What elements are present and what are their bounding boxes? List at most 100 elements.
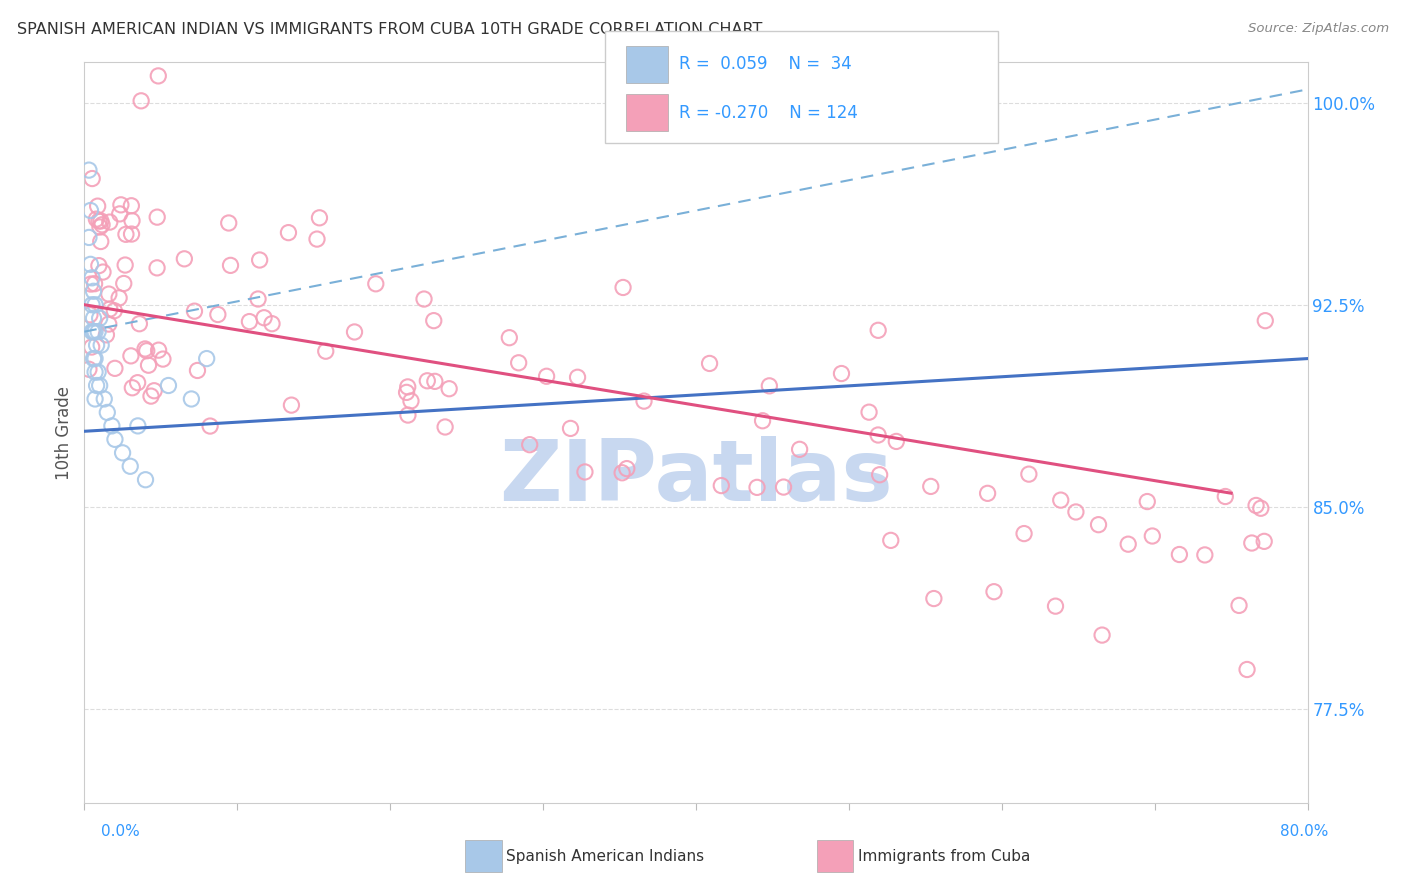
Point [1018,467,1040,482]
Point [399,394,422,409]
Point [84,298,107,312]
Point [120,349,142,363]
Text: R =  0.059    N =  34: R = 0.059 N = 34 [679,55,852,73]
Point [710,478,733,492]
Point [77,163,100,178]
Point [80,270,103,285]
Point [218,216,240,230]
Point [1012,526,1035,541]
Point [84,351,107,366]
Point [308,211,330,225]
Point [247,292,270,306]
Point [1087,517,1109,532]
Text: SPANISH AMERICAN INDIAN VS IMMIGRANTS FROM CUBA 10TH GRADE CORRELATION CHART: SPANISH AMERICAN INDIAN VS IMMIGRANTS FR… [17,22,762,37]
Point [745,480,768,494]
Point [146,210,169,224]
Point [612,280,634,294]
Point [148,69,170,83]
Point [90,235,112,249]
Point [1236,663,1258,677]
Point [789,442,811,457]
Point [260,317,283,331]
Point [610,466,633,480]
Point [87,365,110,379]
Point [80,325,103,339]
Point [315,344,337,359]
Point [868,323,890,337]
Point [138,358,160,372]
Point [396,380,419,394]
Point [139,389,162,403]
Point [83,351,105,366]
Point [135,343,157,358]
Point [858,405,880,419]
Point [751,414,773,428]
Point [396,408,419,422]
Point [108,291,131,305]
Point [93,392,115,406]
Point [434,420,457,434]
Point [1254,313,1277,327]
Point [79,257,101,271]
Point [96,405,118,419]
Point [567,370,589,384]
Point [207,308,229,322]
Point [772,480,794,494]
Point [157,378,180,392]
Point [97,287,120,301]
Point [364,277,387,291]
Point [868,428,890,442]
Point [115,227,138,242]
Point [98,302,121,317]
Point [121,381,143,395]
Point [83,311,105,326]
Point [758,379,780,393]
Point [148,343,170,358]
Point [146,260,169,275]
Point [110,198,132,212]
Point [280,398,302,412]
Point [121,213,143,227]
Point [1240,536,1263,550]
Point [82,171,104,186]
Point [1194,548,1216,562]
Point [83,325,105,339]
Point [84,365,107,379]
Point [173,252,195,266]
Point [91,265,114,279]
Point [86,378,108,392]
Point [574,465,596,479]
Point [135,473,157,487]
Point [219,258,242,272]
Point [536,369,558,384]
Point [120,199,142,213]
Point [1136,494,1159,508]
Point [90,338,112,352]
Point [84,392,107,406]
Point [1244,499,1267,513]
Point [1213,490,1236,504]
Point [616,461,638,475]
Point [498,331,520,345]
Text: R = -0.270    N = 124: R = -0.270 N = 124 [679,103,858,121]
Point [880,533,903,548]
Point [699,356,721,370]
Point [80,298,103,312]
Point [86,212,108,227]
Point [195,351,218,366]
Point [127,418,149,433]
Point [413,292,436,306]
Point [90,214,112,228]
Point [869,467,891,482]
Point [103,303,125,318]
Point [152,352,174,367]
Point [1064,505,1087,519]
Point [86,338,108,352]
Point [423,375,446,389]
Point [277,226,299,240]
Point [80,340,103,354]
Text: 80.0%: 80.0% [1281,824,1329,838]
Point [143,384,166,398]
Point [134,342,156,356]
Text: Spanish American Indians: Spanish American Indians [506,849,704,863]
